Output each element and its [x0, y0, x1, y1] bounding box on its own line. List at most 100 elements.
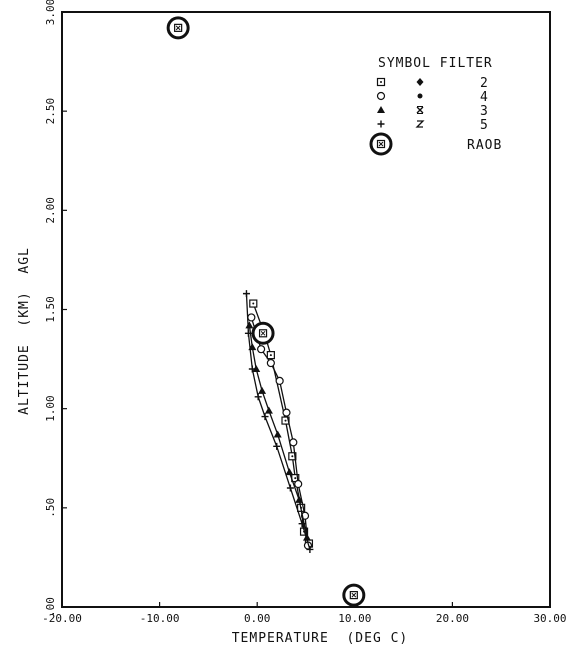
data-point — [288, 452, 297, 461]
data-point — [254, 393, 262, 401]
y-tick-label: 2.00 — [44, 197, 57, 224]
x-axis-title: TEMPERATURE (DEG C) — [232, 631, 409, 646]
raob-cross — [351, 592, 357, 598]
data-point — [273, 442, 281, 450]
y-tick-label: .50 — [44, 498, 57, 518]
raob-cross — [175, 25, 181, 31]
point-plus — [261, 413, 269, 421]
point-plus — [298, 520, 306, 528]
data-point — [302, 533, 311, 541]
data-point — [298, 520, 306, 528]
point-circle — [275, 376, 284, 385]
data-point — [257, 345, 266, 354]
legend-title: SYMBOL FILTER — [378, 56, 493, 71]
y-tick-label: 3.00 — [44, 0, 57, 25]
point-square-dot — [291, 455, 294, 458]
point-circle — [266, 358, 275, 368]
legend-entry: 5 — [377, 118, 489, 133]
data-point — [417, 93, 423, 99]
y-tick-label: 1.00 — [44, 395, 57, 422]
point-square-dot — [252, 302, 255, 305]
data-point — [295, 495, 304, 503]
data-point — [261, 413, 269, 421]
data-point — [415, 120, 425, 128]
point-x-bars — [417, 106, 423, 114]
point-plus — [377, 120, 385, 128]
point-triangle — [295, 495, 304, 503]
legend-filter-label: RAOB — [467, 138, 502, 153]
data-point — [376, 77, 386, 87]
point-triangle — [252, 365, 261, 372]
point-plus — [254, 393, 262, 401]
axes-layer: -20.00 -10.00 0.00 10.00 20.00 30.00 .00 .50 1.0… — [42, 0, 566, 625]
point-square-dot — [284, 419, 287, 422]
legend-entry: 4 — [376, 90, 489, 105]
point-square-dot — [269, 354, 272, 357]
point-circle — [247, 313, 256, 322]
point-diamond — [416, 78, 424, 86]
x-tick-label: 0.00 — [244, 612, 271, 625]
legend-entry: 3 — [377, 104, 489, 119]
legend-filter-label: 3 — [480, 104, 489, 119]
legend-entry: RAOB — [369, 132, 502, 156]
point-square-dot — [380, 81, 382, 83]
point-circle — [257, 345, 266, 354]
data-point — [369, 132, 393, 156]
data-point — [273, 430, 282, 438]
legend-filter-label: 2 — [480, 76, 489, 91]
point-triangle — [273, 430, 282, 438]
data-point — [264, 406, 273, 414]
data-point — [342, 583, 366, 607]
point-triangle — [285, 468, 294, 476]
data-point — [376, 91, 386, 101]
data-point — [416, 106, 424, 114]
point-circle — [376, 91, 386, 101]
point-x — [416, 106, 424, 114]
point-plus — [248, 365, 256, 373]
y-tick-label: 1.50 — [44, 296, 57, 323]
legend-entry: 2 — [376, 76, 489, 91]
x-tick-label: -20.00 — [42, 612, 82, 625]
raob-cross — [378, 141, 384, 147]
point-plus — [242, 290, 250, 298]
point-square-dot — [294, 477, 297, 480]
data-point — [249, 299, 258, 308]
point-plus — [286, 484, 294, 492]
data-point — [166, 16, 190, 40]
y-axis-title: ALTITUDE (KM) AGL — [17, 247, 32, 415]
point-dot — [417, 93, 423, 99]
x-tick-label: 20.00 — [436, 612, 469, 625]
point-triangle — [302, 533, 311, 541]
data-point — [306, 545, 314, 553]
series-RAOB — [166, 16, 366, 607]
data-point — [377, 120, 385, 128]
data-point — [266, 358, 275, 368]
data-point — [266, 351, 275, 360]
data-point — [285, 468, 294, 476]
series-3 — [245, 321, 311, 541]
point-triangle — [258, 386, 267, 394]
x-tick-label: 30.00 — [533, 612, 566, 625]
data-point — [251, 321, 275, 345]
data-point — [281, 416, 290, 425]
series-4 — [247, 313, 313, 550]
data-point — [245, 321, 254, 329]
data-point — [377, 106, 385, 113]
series-5 — [242, 290, 314, 553]
legend-filter-label: 4 — [480, 90, 489, 105]
data-point — [286, 484, 294, 492]
point-circle — [294, 479, 303, 489]
point-circle — [289, 438, 298, 447]
data-point — [252, 365, 261, 372]
data-point — [416, 78, 424, 86]
y-tick-label: 2.50 — [44, 98, 57, 125]
data-point — [289, 438, 298, 447]
data-point — [294, 479, 303, 489]
series-layer — [166, 16, 366, 607]
data-point — [258, 386, 267, 394]
data-point — [242, 290, 250, 298]
point-triangle — [245, 321, 254, 329]
legend-filter-label: 5 — [480, 118, 489, 133]
